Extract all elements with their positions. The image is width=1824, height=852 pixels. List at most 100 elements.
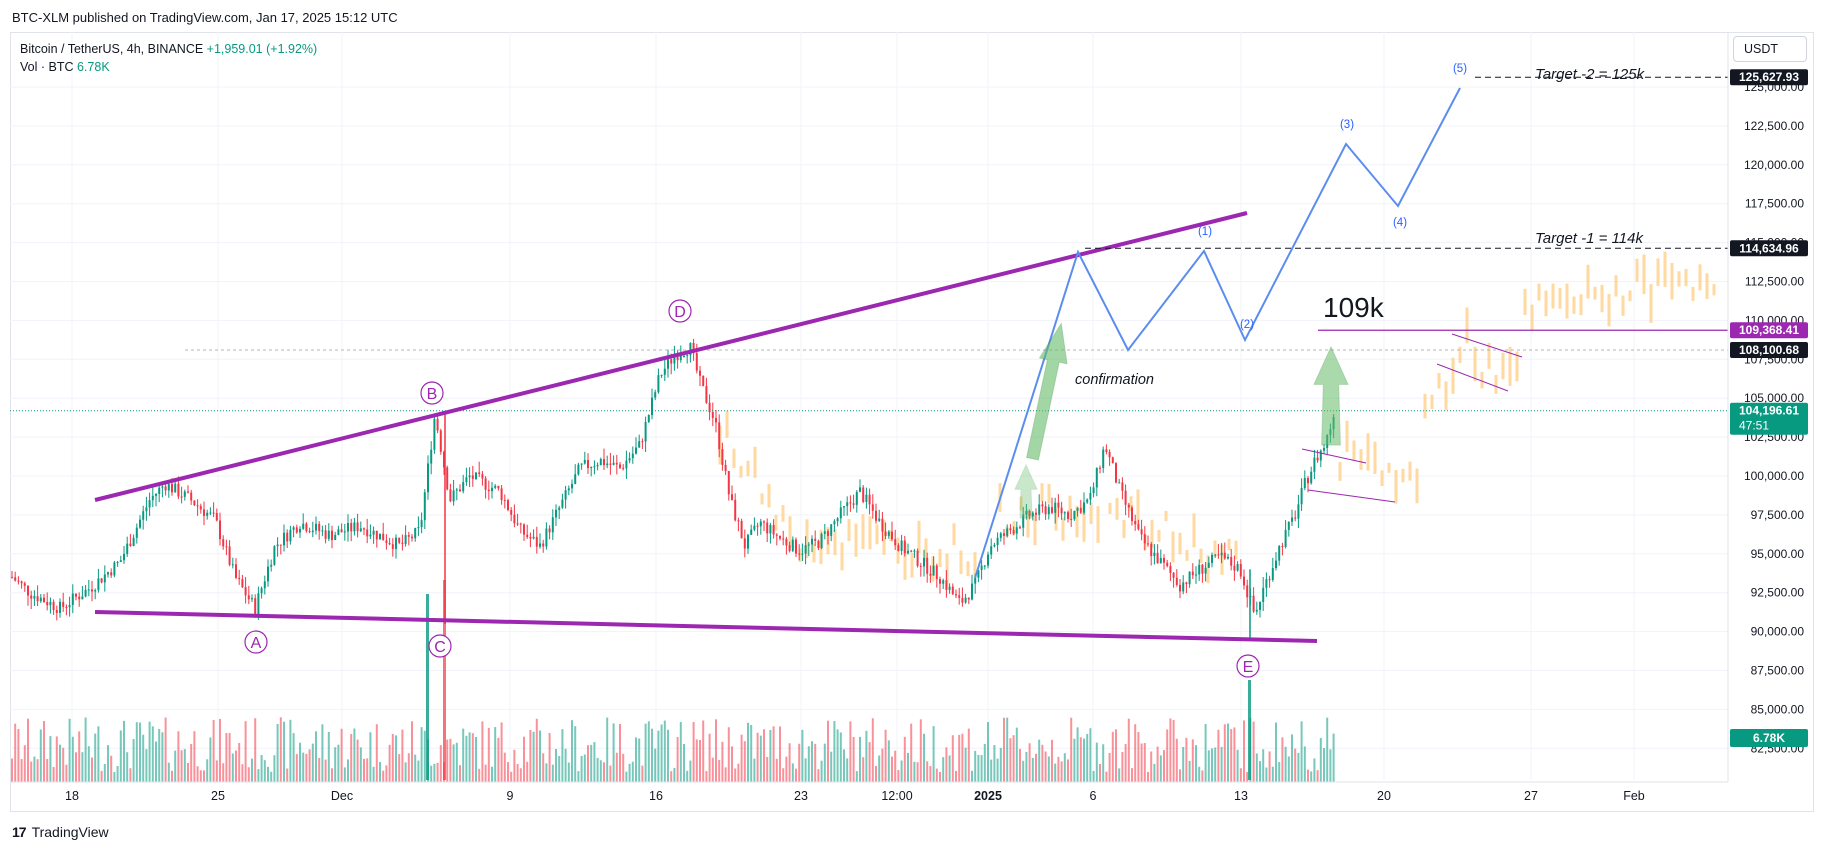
volume-bar (577, 771, 580, 782)
volume-bar (455, 742, 458, 782)
candle-body (1134, 521, 1137, 525)
volume-bar (446, 739, 449, 782)
candle-body (398, 537, 401, 543)
wave-label-text: D (674, 304, 686, 321)
candle-body (625, 460, 628, 469)
volume-bar (75, 752, 77, 782)
candle-body (615, 462, 618, 465)
candle-body (574, 474, 577, 484)
candle-body (1019, 527, 1021, 529)
ghost-bar (1108, 502, 1112, 514)
volume-bar (603, 762, 605, 782)
volume-bar (1195, 745, 1197, 782)
volume-bar (238, 743, 241, 782)
candle-body (363, 528, 365, 530)
ghost-bar (959, 550, 963, 575)
volume-bar (417, 760, 420, 782)
ghost-bar (1026, 509, 1030, 538)
volume-bar (727, 727, 730, 782)
flag-channel-line (1307, 489, 1396, 503)
candle-body (987, 554, 989, 566)
volume-bar (484, 764, 487, 782)
candle-body (46, 602, 49, 606)
candle-body (1143, 534, 1146, 544)
candle-body (891, 531, 893, 540)
candle-body (724, 464, 727, 472)
candle-body (977, 570, 980, 578)
volume-bar (942, 757, 945, 782)
currency-button[interactable]: USDT (1733, 36, 1807, 62)
ghost-bar (868, 516, 872, 550)
chart-legend: Bitcoin / TetherUS, 4h, BINANCE +1,959.0… (20, 40, 317, 76)
price-tick-label: 112,500.00 (1745, 275, 1804, 289)
candle-body (804, 545, 807, 554)
volume-bar (110, 755, 113, 782)
candle-body (183, 491, 186, 497)
candle-body (580, 463, 583, 465)
candle-body (132, 537, 135, 546)
candle-body (174, 483, 177, 493)
volume-bar (491, 766, 493, 782)
candle-body (772, 525, 775, 535)
volume-bar (775, 758, 778, 782)
volume-bar (23, 745, 26, 782)
ghost-bar (1359, 449, 1363, 470)
candle-body (414, 527, 417, 539)
volume-bar (743, 741, 746, 782)
ghost-bar (1451, 357, 1455, 394)
volume-bar (868, 742, 871, 782)
ghost-bar (1394, 469, 1398, 504)
candle-body (516, 523, 519, 525)
volume-bar (1227, 723, 1229, 782)
price-tick-label: 90,000.00 (1751, 625, 1805, 639)
candle-body (958, 595, 961, 598)
candle-body (999, 533, 1002, 538)
volume-bar (558, 755, 561, 782)
ghost-bar (1129, 496, 1133, 512)
volume-bar (1006, 717, 1009, 782)
candle-body (71, 593, 74, 606)
ghost-bar (966, 561, 970, 577)
ghost-bar (1387, 462, 1391, 473)
volume-bar (1300, 721, 1303, 782)
candle-body (148, 500, 151, 508)
volume-bar (1275, 722, 1277, 782)
candle-body (171, 483, 173, 493)
candle-body (571, 483, 573, 489)
time-tick-label: 20 (1377, 789, 1391, 803)
volume-bar (1127, 718, 1130, 782)
volume-bar (260, 755, 263, 782)
candle-body (750, 529, 753, 535)
volume-label-text: 6.78K (1753, 731, 1785, 745)
candle-body (497, 485, 500, 489)
ghost-bar (1089, 502, 1093, 524)
wave-label-circle (420, 381, 444, 405)
candle-body (126, 543, 129, 554)
candle-body (340, 529, 343, 533)
volume-bar (475, 736, 477, 782)
volume-bar (462, 728, 465, 782)
candle-body (935, 565, 938, 580)
ghost-bar (1352, 440, 1356, 462)
volume-bar (129, 768, 132, 782)
candle-body (961, 597, 964, 603)
candle-body (1060, 507, 1063, 514)
volume-bar (811, 741, 813, 782)
candle-body (513, 514, 516, 524)
candle-body (1284, 529, 1287, 547)
candle-body (1118, 482, 1121, 484)
volume-bar (337, 744, 340, 782)
candle-body (369, 534, 372, 537)
candle-body (1323, 447, 1325, 451)
candle-body (465, 477, 468, 483)
candle-body (407, 535, 410, 537)
flag-channel-line (1451, 333, 1523, 358)
volume-bar (903, 736, 906, 782)
volume-bar (583, 754, 586, 782)
candle-body (1127, 504, 1130, 508)
candle-body (1166, 562, 1169, 567)
ghost-bar (1068, 495, 1072, 520)
volume-bar (1191, 739, 1194, 782)
candle-body (1220, 552, 1223, 556)
